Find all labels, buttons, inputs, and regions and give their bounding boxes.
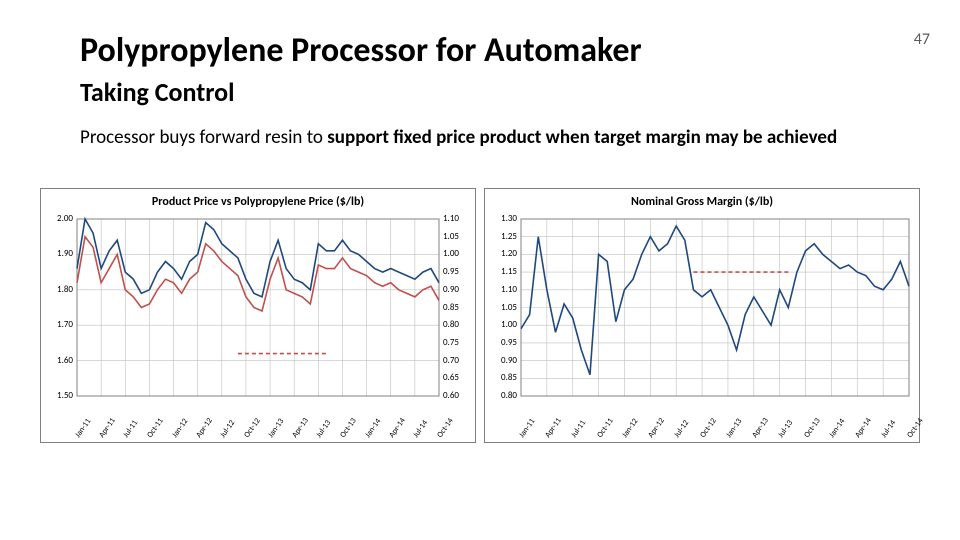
x-tick-label: Oct-13 (338, 416, 359, 439)
chart2-xlabels: Jan-11 Apr-11 Jul-11 Oct-11Jan-12 Apr-12 Jul-… (485, 400, 919, 440)
x-tick-label: Jan-12 (620, 417, 640, 440)
y-right-tick: 0.70 (443, 355, 473, 366)
y-left-tick: 1.00 (487, 319, 517, 330)
desc-bold: support fixed price product when target … (327, 126, 837, 149)
y-left-tick: 0.90 (487, 355, 517, 366)
y-right-tick: 0.65 (443, 372, 473, 383)
x-tick-label: Jan-11 (517, 417, 537, 440)
y-right-tick: 1.00 (443, 248, 473, 259)
chart2-title-pre: Nominal Gross Margin (631, 195, 745, 209)
x-tick-label: Jul-14 (879, 418, 898, 439)
chart1-plot: 1.501.601.701.801.902.000.600.650.700.75… (41, 215, 475, 400)
y-left-tick: 1.10 (487, 284, 517, 295)
x-tick-label: Apr-12 (646, 416, 667, 440)
y-left-tick: 1.90 (43, 248, 73, 259)
x-tick-label: Oct-12 (698, 416, 719, 439)
x-tick-label: Jul-13 (776, 418, 795, 439)
x-tick-label: Jul-12 (672, 418, 691, 439)
x-tick-label: Oct-12 (242, 416, 263, 439)
y-left-tick: 1.25 (487, 231, 517, 242)
y-left-tick: 1.20 (487, 248, 517, 259)
chart2-plot: 0.800.850.900.951.001.051.101.151.201.25… (485, 215, 919, 400)
chart1-title-pre: Product Price (152, 195, 221, 209)
x-tick-label: Jul-12 (218, 418, 237, 439)
y-left-tick: 1.30 (487, 213, 517, 224)
x-tick-label: Apr-11 (543, 416, 564, 440)
y-left-tick: 1.60 (43, 355, 73, 366)
x-tick-label: Oct-11 (595, 416, 616, 439)
y-right-tick: 0.90 (443, 284, 473, 295)
x-tick-label: Oct-14 (435, 416, 456, 439)
page-number: 47 (914, 30, 930, 49)
charts-row: Product Price vs Polypropylene Price ($/… (40, 188, 920, 443)
x-tick-label: Jan-13 (266, 417, 286, 440)
y-left-tick: 1.15 (487, 266, 517, 277)
y-right-tick: 0.80 (443, 319, 473, 330)
y-left-tick: 1.05 (487, 302, 517, 313)
chart2-title-unit: ($/lb) (745, 195, 773, 209)
x-tick-label: Jul-14 (411, 418, 430, 439)
y-right-tick: 1.05 (443, 231, 473, 242)
page-title: Polypropylene Processor for Automaker (80, 30, 642, 71)
x-tick-label: Jan-12 (170, 417, 190, 440)
page-description: Processor buys forward resin to support … (80, 126, 880, 151)
y-right-tick: 0.95 (443, 266, 473, 277)
chart-product-vs-pp: Product Price vs Polypropylene Price ($/… (40, 188, 476, 443)
x-tick-label: Oct-11 (145, 416, 166, 439)
x-tick-label: Apr-11 (97, 416, 118, 440)
x-tick-label: Apr-13 (750, 416, 771, 440)
x-tick-label: Jan-13 (724, 417, 744, 440)
x-tick-label: Jul-13 (314, 418, 333, 439)
y-left-tick: 2.00 (43, 213, 73, 224)
chart1-title-vs: vs (221, 195, 231, 209)
series-polypropylene-price (77, 237, 439, 311)
y-right-tick: 0.75 (443, 337, 473, 348)
chart1-title-unit: ($/lb) (336, 195, 364, 209)
x-tick-label: Apr-13 (290, 416, 311, 440)
chart2-title: Nominal Gross Margin ($/lb) (485, 189, 919, 211)
x-tick-label: Oct-14 (905, 416, 926, 439)
page-subtitle: Taking Control (80, 76, 235, 108)
y-left-tick: 0.95 (487, 337, 517, 348)
x-tick-label: Jan-14 (827, 417, 847, 440)
y-left-tick: 1.80 (43, 284, 73, 295)
chart1-title-post: Polypropylene Price (231, 195, 336, 209)
y-right-tick: 1.10 (443, 213, 473, 224)
x-tick-label: Oct-13 (802, 416, 823, 439)
chart1-title: Product Price vs Polypropylene Price ($/… (41, 189, 475, 211)
chart1-xlabels: Jan-11Apr-11Jul-11Oct-11Jan-12Apr-12Jul-… (41, 400, 475, 440)
chart-gross-margin: Nominal Gross Margin ($/lb) 0.800.850.90… (484, 188, 920, 443)
x-tick-label: Apr-14 (853, 416, 874, 440)
y-left-tick: 0.85 (487, 372, 517, 383)
y-right-tick: 0.85 (443, 302, 473, 313)
x-tick-label: Apr-12 (194, 416, 215, 440)
x-tick-label: Jan-14 (363, 417, 383, 440)
x-tick-label: Jan-11 (73, 417, 93, 440)
x-tick-label: Apr-14 (387, 416, 408, 440)
x-tick-label: Jul-11 (121, 418, 140, 439)
x-tick-label: Jul-11 (569, 418, 588, 439)
series-gross-margin (521, 226, 909, 375)
desc-pre: Processor buys forward resin to (80, 126, 327, 149)
y-left-tick: 1.70 (43, 319, 73, 330)
